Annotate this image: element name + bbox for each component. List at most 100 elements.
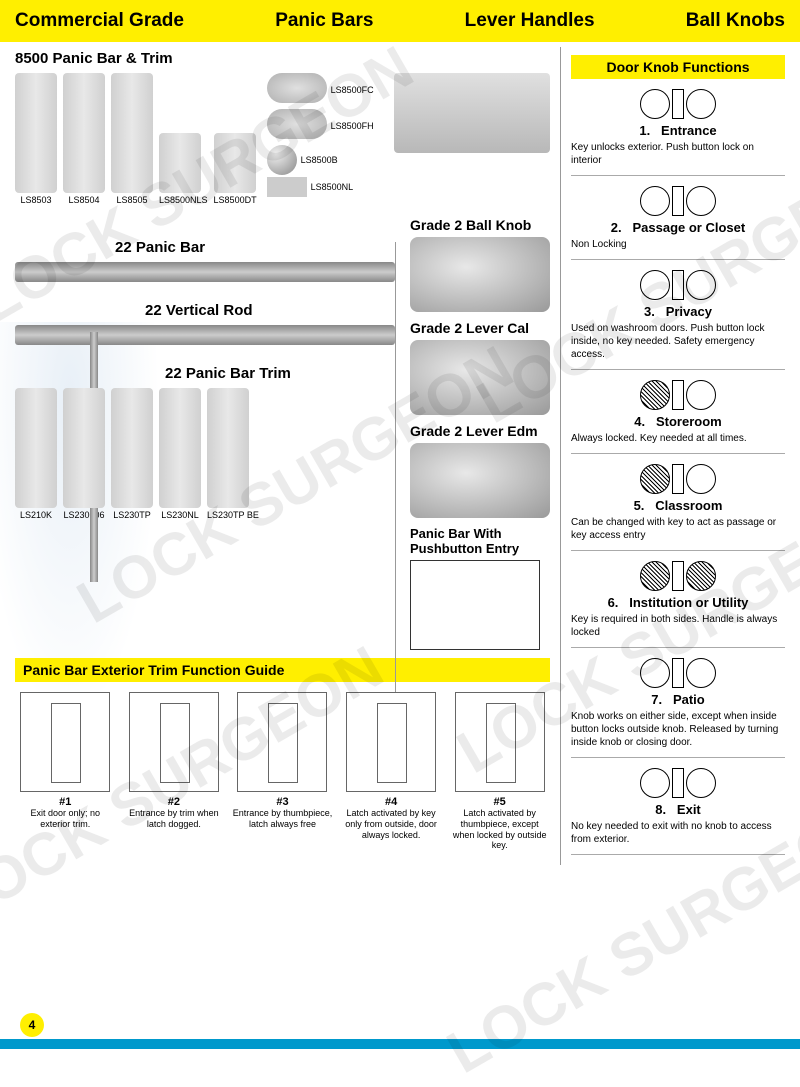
knob-function-name: 4. Storeroom — [571, 414, 785, 429]
trim-plate-image — [159, 133, 201, 193]
knob-function-name: 8. Exit — [571, 802, 785, 817]
product-label: LS8504 — [63, 195, 105, 205]
door-outline — [377, 703, 407, 783]
knob-function-name: 5. Classroom — [571, 498, 785, 513]
footer-bar — [0, 1039, 800, 1049]
knob-functions-title: Door Knob Functions — [571, 55, 785, 79]
ball-knob-image — [267, 145, 297, 175]
trim-guide-number: #1 — [15, 796, 116, 808]
knob-function-name: 3. Privacy — [571, 304, 785, 319]
pushbutton-title: Panic Bar With Pushbutton Entry — [410, 526, 550, 556]
trim-guide-item: #2 Entrance by trim when latch dogged. — [124, 692, 225, 851]
knob-diagram — [571, 561, 785, 591]
trim-plate-image — [214, 133, 256, 193]
knob-function-item: 4. Storeroom Always locked. Key needed a… — [571, 380, 785, 454]
product-label: LS8503 — [15, 195, 57, 205]
knob-left-icon — [640, 658, 670, 688]
knob-function-item: 8. Exit No key needed to exit with no kn… — [571, 768, 785, 855]
knob-function-item: 3. Privacy Used on washroom doors. Push … — [571, 270, 785, 370]
knob-right-icon — [686, 561, 716, 591]
knob-function-item: 5. Classroom Can be changed with key to … — [571, 464, 785, 551]
header-item: Ball Knobs — [686, 10, 785, 32]
knob-left-icon — [640, 768, 670, 798]
grade2-lever-edm-image — [410, 443, 550, 518]
knob-latch-icon — [672, 561, 684, 591]
pushbutton-diagram — [410, 560, 540, 650]
section-title-8500: 8500 Panic Bar & Trim — [15, 50, 550, 67]
header-item: Commercial Grade — [15, 10, 184, 32]
knob-latch-icon — [672, 186, 684, 216]
trim-plate-image — [159, 388, 201, 508]
header-item: Panic Bars — [275, 10, 373, 32]
knob-function-desc: Key is required in both sides. Handle is… — [571, 613, 785, 639]
knob-left-icon — [640, 380, 670, 410]
trim-guide-desc: Latch activated by thumbpiece, except wh… — [449, 808, 550, 851]
grade2-ball-image — [410, 237, 550, 312]
trim-guide-number: #2 — [124, 796, 225, 808]
door-outline — [51, 703, 81, 783]
knob-right-icon — [686, 186, 716, 216]
trim-plate-image — [111, 73, 153, 193]
product-label: LS230NL — [159, 510, 201, 520]
lever-image — [267, 73, 327, 103]
knob-diagram — [571, 89, 785, 119]
knob-left-icon — [640, 561, 670, 591]
grade2-ball-title: Grade 2 Ball Knob — [410, 217, 550, 233]
knob-latch-icon — [672, 380, 684, 410]
product-label: LS230TP BE — [207, 510, 259, 520]
trim-guide-desc: Exit door only; no exterior trim. — [15, 808, 116, 830]
knob-left-icon — [640, 89, 670, 119]
trim-guide-diagram — [129, 692, 219, 792]
product-label: LS8500NL — [311, 182, 354, 192]
knob-function-desc: Used on washroom doors. Push button lock… — [571, 322, 785, 361]
grade2-lever-cal-title: Grade 2 Lever Cal — [410, 320, 550, 336]
knob-left-icon — [640, 464, 670, 494]
knob-function-name: 6. Institution or Utility — [571, 595, 785, 610]
knob-function-name: 1. Entrance — [571, 123, 785, 138]
knob-right-icon — [686, 380, 716, 410]
grade2-lever-edm-title: Grade 2 Lever Edm — [410, 423, 550, 439]
section-title-22-bar: 22 Panic Bar — [115, 239, 395, 256]
product-label: LS8500FC — [331, 85, 374, 95]
knob-function-item: 1. Entrance Key unlocks exterior. Push b… — [571, 89, 785, 176]
grade2-lever-cal-image — [410, 340, 550, 415]
trim-guide-diagram — [20, 692, 110, 792]
product-label: LS8505 — [111, 195, 153, 205]
trim-plate-image — [15, 73, 57, 193]
trim-guide-item: #1 Exit door only; no exterior trim. — [15, 692, 116, 851]
trim-guide-number: #5 — [449, 796, 550, 808]
trim-guide-diagram — [346, 692, 436, 792]
knob-function-name: 2. Passage or Closet — [571, 220, 785, 235]
trim-guide-item: #5 Latch activated by thumbpiece, except… — [449, 692, 550, 851]
trim-guide-title: Panic Bar Exterior Trim Function Guide — [15, 658, 550, 682]
panic-bar-image — [394, 73, 550, 153]
knob-function-desc: Knob works on either side, except when i… — [571, 710, 785, 749]
product-label: LS8500FH — [331, 121, 374, 131]
trim-guide-number: #3 — [232, 796, 333, 808]
panic-bar-22-image — [15, 262, 395, 282]
product-label: LS8500B — [301, 155, 338, 165]
section-title-22-trim: 22 Panic Bar Trim — [165, 365, 395, 382]
product-label: LS210K — [15, 510, 57, 520]
product-label: LS230L06 — [63, 510, 105, 520]
knob-function-desc: Key unlocks exterior. Push button lock o… — [571, 141, 785, 167]
knob-function-item: 2. Passage or Closet Non Locking — [571, 186, 785, 260]
knob-function-desc: No key needed to exit with no knob to ac… — [571, 820, 785, 846]
knob-function-item: 6. Institution or Utility Key is require… — [571, 561, 785, 648]
knob-latch-icon — [672, 89, 684, 119]
trim-guide-number: #4 — [341, 796, 442, 808]
vertical-rod-22-image — [15, 325, 395, 345]
knob-function-item: 7. Patio Knob works on either side, exce… — [571, 658, 785, 758]
trim-plate-image — [15, 388, 57, 508]
trim-plate-image — [111, 388, 153, 508]
page-number: 4 — [20, 1013, 44, 1037]
knob-diagram — [571, 270, 785, 300]
knob-right-icon — [686, 658, 716, 688]
knob-left-icon — [640, 270, 670, 300]
knob-latch-icon — [672, 768, 684, 798]
knob-function-desc: Always locked. Key needed at all times. — [571, 432, 785, 445]
trim-plate-image — [63, 388, 105, 508]
knob-diagram — [571, 658, 785, 688]
knob-left-icon — [640, 186, 670, 216]
door-outline — [486, 703, 516, 783]
